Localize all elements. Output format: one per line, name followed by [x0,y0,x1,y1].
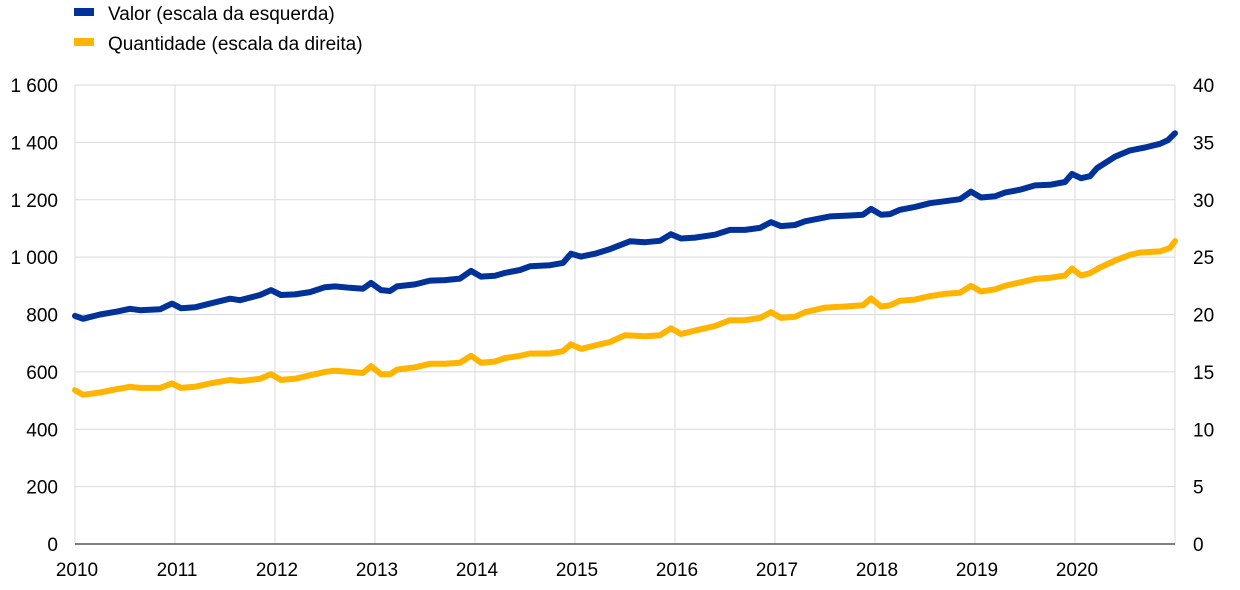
right-tick-label: 0 [1193,535,1204,556]
left-tick-label: 400 [26,420,58,441]
right-tick-label: 20 [1193,306,1214,327]
x-tick-label: 2017 [756,560,798,581]
left-tick-label: 1 200 [10,191,58,212]
left-tick-label: 0 [47,535,58,556]
series-line-quantidade [72,238,1178,398]
left-tick-label: 1 600 [10,76,58,97]
x-tick-label: 2015 [556,560,598,581]
x-tick-label: 2016 [656,560,698,581]
right-tick-label: 30 [1193,191,1214,212]
right-tick-label: 10 [1193,420,1214,441]
right-tick-label: 35 [1193,133,1214,154]
right-axis-ticks: 0 5 10 15 20 25 30 35 40 [1193,76,1214,556]
left-tick-label: 200 [26,478,58,499]
x-tick-label: 2019 [956,560,998,581]
x-tick-label: 2014 [456,560,499,581]
left-tick-label: 1 000 [10,248,58,269]
x-tick-label: 2020 [1056,560,1098,581]
left-tick-label: 1 400 [10,133,58,154]
x-tick-label: 2010 [56,560,98,581]
legend: Valor (escala da esquerda) Quantidade (e… [74,4,363,55]
right-tick-label: 15 [1193,363,1214,384]
x-tick-label: 2018 [856,560,898,581]
left-tick-label: 800 [26,306,58,327]
legend-swatch-valor [74,8,94,16]
left-tick-label: 600 [26,363,58,384]
right-tick-label: 25 [1193,248,1214,269]
right-tick-label: 40 [1193,76,1214,97]
legend-label-valor: Valor (escala da esquerda) [108,4,335,25]
series-line-valor [72,130,1178,322]
gridlines [74,84,1176,544]
left-axis-ticks: 0 200 400 600 800 1 000 1 200 1 400 1 600 [10,76,58,556]
x-tick-label: 2012 [256,560,298,581]
right-tick-label: 5 [1193,478,1204,499]
x-axis-ticks: 2010 2011 2012 2013 2014 2015 2016 2017 2018 2019… [56,560,1098,581]
x-tick-label: 2013 [356,560,398,581]
series-layer [72,130,1178,398]
x-tick-label: 2011 [157,560,198,581]
legend-swatch-quantidade [74,38,94,46]
legend-label-quantidade: Quantidade (escala da direita) [108,34,363,55]
